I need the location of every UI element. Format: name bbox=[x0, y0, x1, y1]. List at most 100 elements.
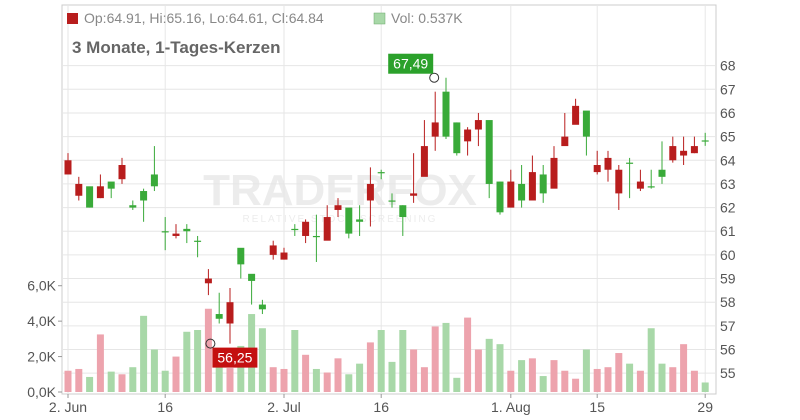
volume-bar bbox=[518, 360, 526, 392]
volume-bar bbox=[496, 344, 504, 392]
price-tick-label: 64 bbox=[720, 152, 736, 168]
candle bbox=[280, 247, 288, 260]
volume-legend-swatch bbox=[373, 12, 386, 25]
chart-subtitle: 3 Monate, 1-Tages-Kerzen bbox=[72, 38, 280, 57]
date-tick-label: 2. Jul bbox=[267, 399, 300, 415]
volume-bar bbox=[701, 382, 709, 392]
candle bbox=[194, 235, 202, 258]
candle bbox=[323, 205, 331, 241]
candle-body bbox=[496, 181, 504, 213]
candle bbox=[431, 91, 439, 151]
volume-bar bbox=[86, 376, 94, 392]
header-legend: Op:64.91, Hi:65.16, Lo:64.61, Cl:64.84 V… bbox=[67, 10, 463, 26]
low-marker bbox=[205, 338, 216, 349]
ohlc-legend-swatch bbox=[67, 13, 78, 24]
volume-bar bbox=[582, 349, 590, 392]
candle-body bbox=[226, 302, 234, 324]
volume-bar bbox=[420, 367, 428, 392]
volume-bar bbox=[636, 370, 644, 392]
volume-bar bbox=[604, 367, 612, 392]
candle-body bbox=[345, 207, 353, 234]
candle bbox=[204, 269, 212, 296]
candle-body bbox=[96, 186, 104, 199]
candle-body bbox=[280, 252, 288, 260]
candle bbox=[161, 217, 169, 251]
candle-body bbox=[410, 193, 418, 196]
price-tick-label: 59 bbox=[720, 271, 736, 287]
volume-bar bbox=[680, 344, 688, 392]
candle bbox=[237, 247, 245, 279]
candle bbox=[507, 169, 515, 208]
volume-bar bbox=[626, 363, 634, 392]
candle bbox=[604, 150, 612, 182]
volume-bar bbox=[647, 328, 655, 392]
high-callout-box bbox=[388, 53, 434, 74]
candle-body bbox=[431, 122, 439, 137]
volume-bar bbox=[140, 315, 148, 392]
candle-body bbox=[269, 245, 277, 255]
candle-body bbox=[86, 186, 94, 208]
candle-body bbox=[582, 110, 590, 137]
volume-bar bbox=[161, 370, 169, 392]
candle bbox=[636, 169, 644, 192]
volume-bar bbox=[399, 330, 407, 392]
volume-bar bbox=[550, 360, 558, 392]
candle-body bbox=[690, 146, 698, 154]
candle-body bbox=[172, 233, 180, 236]
date-tick-label: 1. Aug bbox=[491, 399, 531, 415]
candle-body bbox=[248, 273, 256, 281]
candle bbox=[572, 98, 580, 125]
candle-body bbox=[420, 146, 428, 177]
candle-body bbox=[237, 247, 245, 265]
candle bbox=[399, 205, 407, 236]
price-tick-label: 68 bbox=[720, 58, 736, 74]
candle bbox=[312, 214, 320, 262]
candle bbox=[474, 112, 482, 147]
candle-body bbox=[485, 120, 493, 184]
plot-frame bbox=[61, 4, 717, 395]
volume-bar bbox=[302, 354, 310, 392]
candle bbox=[345, 207, 353, 239]
price-tick-label: 55 bbox=[720, 365, 736, 381]
volume-bar bbox=[410, 349, 418, 392]
candle-body bbox=[615, 169, 623, 194]
candle bbox=[615, 165, 623, 210]
volume-bar bbox=[658, 363, 666, 392]
candle-body bbox=[183, 228, 191, 232]
price-tick-label: 65 bbox=[720, 129, 736, 145]
volume-bar bbox=[485, 338, 493, 392]
candle-body bbox=[258, 304, 266, 310]
candle bbox=[410, 153, 418, 203]
volume-bar bbox=[64, 370, 72, 392]
price-tick-label: 58 bbox=[720, 294, 736, 310]
date-tick-label: 16 bbox=[157, 399, 173, 415]
candle-body bbox=[118, 165, 126, 180]
candle bbox=[582, 110, 590, 156]
volume-bar bbox=[291, 330, 299, 392]
candle bbox=[701, 132, 709, 146]
candle bbox=[258, 299, 266, 315]
candle-body bbox=[204, 278, 212, 284]
candle bbox=[226, 288, 234, 344]
candle-body bbox=[539, 174, 547, 194]
candle-body bbox=[64, 160, 72, 175]
candle-body bbox=[215, 314, 223, 319]
volume-bar bbox=[345, 374, 353, 392]
candle bbox=[75, 176, 83, 201]
price-tick-label: 67 bbox=[720, 81, 736, 97]
candle-body bbox=[129, 205, 137, 208]
ohlc-legend-text: Op:64.91, Hi:65.16, Lo:64.61, Cl:64.84 bbox=[84, 10, 324, 26]
volume-bar bbox=[593, 368, 601, 392]
candle-body bbox=[323, 217, 331, 241]
candle bbox=[593, 150, 601, 175]
candle bbox=[377, 169, 385, 180]
candle-body bbox=[572, 105, 580, 125]
candle bbox=[539, 165, 547, 203]
candle bbox=[96, 174, 104, 199]
volume-bar bbox=[366, 342, 374, 392]
volume-bar bbox=[150, 349, 158, 392]
low-callout-box bbox=[212, 347, 258, 368]
watermark-tagline: RELATIVE STOCK SCREENING bbox=[243, 214, 438, 225]
